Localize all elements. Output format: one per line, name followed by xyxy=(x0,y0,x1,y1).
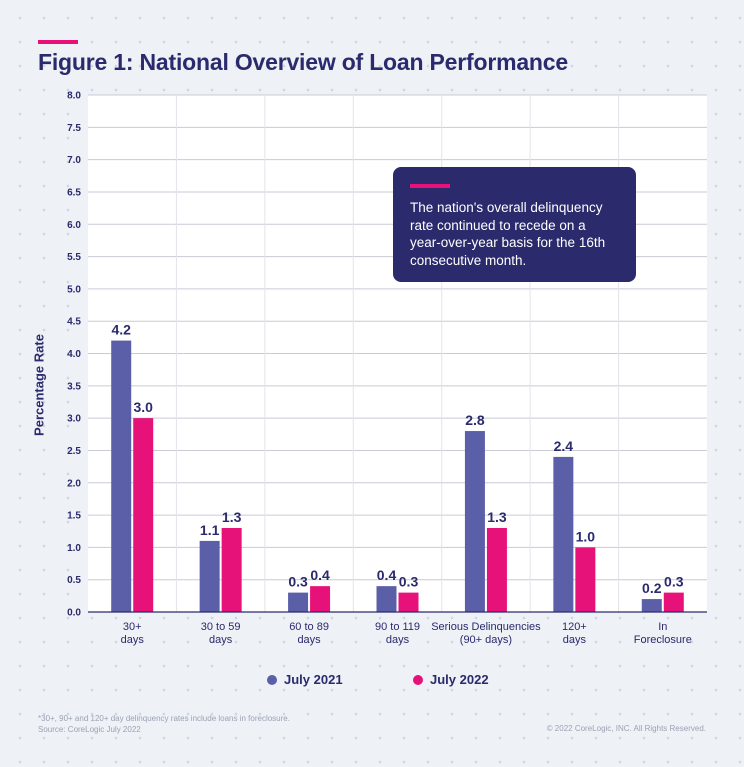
data-label: 2.8 xyxy=(465,412,485,428)
callout-accent-bar xyxy=(410,184,450,188)
legend-label-july-2022: July 2022 xyxy=(430,672,489,687)
source-note: Source: CoreLogic July 2022 xyxy=(38,725,141,734)
bar-july-2021-0 xyxy=(111,340,132,612)
y-tick-label: 6.5 xyxy=(67,187,81,198)
x-tick-label: In xyxy=(658,621,667,633)
bar-july-2022-0 xyxy=(133,418,154,612)
bar-july-2022-4 xyxy=(486,527,507,612)
y-tick-label: 5.0 xyxy=(67,284,81,295)
x-tick-label: days xyxy=(297,634,321,646)
bar-july-2022-1 xyxy=(221,527,242,612)
callout-box: The nation's overall delinquency rate co… xyxy=(393,167,636,282)
data-label: 0.2 xyxy=(642,580,662,596)
x-tick-label: days xyxy=(386,634,410,646)
footer-notes: *30+, 90+ and 120+ day delinquency rates… xyxy=(38,713,290,735)
y-tick-label: 8.0 xyxy=(67,91,81,102)
bar-july-2021-2 xyxy=(288,592,309,612)
data-label: 0.3 xyxy=(288,574,308,590)
y-tick-label: 2.0 xyxy=(67,478,81,489)
x-tick-label: days xyxy=(563,634,587,646)
x-tick-label: 30+ xyxy=(123,621,142,633)
data-label: 1.3 xyxy=(487,509,507,525)
x-tick-label: days xyxy=(121,634,145,646)
title-accent-bar xyxy=(38,40,78,44)
bar-july-2022-3 xyxy=(398,592,419,612)
footnote: *30+, 90+ and 120+ day delinquency rates… xyxy=(38,714,290,723)
bar-july-2022-5 xyxy=(575,547,596,612)
x-tick-label: Foreclosure xyxy=(634,634,692,646)
data-label: 0.4 xyxy=(377,567,397,583)
copyright: © 2022 CoreLogic, INC. All Rights Reserv… xyxy=(546,724,706,733)
data-label: 2.4 xyxy=(554,438,574,454)
y-tick-label: 1.5 xyxy=(67,511,81,522)
y-tick-label: 3.0 xyxy=(67,414,81,425)
data-label: 4.2 xyxy=(111,322,131,338)
x-tick-label: 30 to 59 xyxy=(201,621,241,633)
x-tick-label: (90+ days) xyxy=(460,634,512,646)
x-tick-label: days xyxy=(209,634,233,646)
y-tick-label: 1.0 xyxy=(67,543,81,554)
y-tick-label: 6.0 xyxy=(67,220,81,231)
data-label: 1.0 xyxy=(576,528,596,544)
y-tick-label: 0.5 xyxy=(67,575,81,586)
legend-label-july-2021: July 2021 xyxy=(284,672,343,687)
bar-july-2021-5 xyxy=(553,456,574,612)
page-title: Figure 1: National Overview of Loan Perf… xyxy=(38,49,568,75)
data-label: 0.3 xyxy=(399,574,419,590)
data-label: 1.1 xyxy=(200,522,220,538)
x-tick-label: Serious Delinquencies xyxy=(431,621,541,633)
bar-july-2021-3 xyxy=(376,586,397,612)
y-tick-label: 3.5 xyxy=(67,381,81,392)
data-label: 0.4 xyxy=(310,567,330,583)
bar-july-2022-2 xyxy=(310,586,331,612)
bar-july-2021-1 xyxy=(199,540,220,612)
bar-july-2021-6 xyxy=(641,599,662,612)
x-tick-label: 120+ xyxy=(562,621,587,633)
data-label: 1.3 xyxy=(222,509,242,525)
y-tick-label: 0.0 xyxy=(67,608,81,619)
y-axis-label: Percentage Rate xyxy=(31,334,47,436)
legend-dot-july-2022 xyxy=(413,674,423,685)
bar-july-2022-6 xyxy=(663,592,684,612)
x-tick-label: 90 to 119 xyxy=(375,621,420,633)
bar-july-2021-4 xyxy=(464,431,485,612)
legend-item-july-2022: July 2022 xyxy=(413,672,489,687)
callout-text: The nation's overall delinquency rate co… xyxy=(410,200,606,268)
y-tick-label: 5.5 xyxy=(67,252,81,263)
y-tick-label: 7.5 xyxy=(67,123,81,134)
y-tick-label: 4.5 xyxy=(67,317,81,328)
y-tick-label: 7.0 xyxy=(67,155,81,166)
y-tick-label: 4.0 xyxy=(67,349,81,360)
legend-dot-july-2021 xyxy=(267,674,277,685)
legend-item-july-2021: July 2021 xyxy=(267,672,343,687)
y-tick-label: 2.5 xyxy=(67,446,81,457)
x-tick-label: 60 to 89 xyxy=(289,621,329,633)
data-label: 3.0 xyxy=(133,399,153,415)
data-label: 0.3 xyxy=(664,574,684,590)
